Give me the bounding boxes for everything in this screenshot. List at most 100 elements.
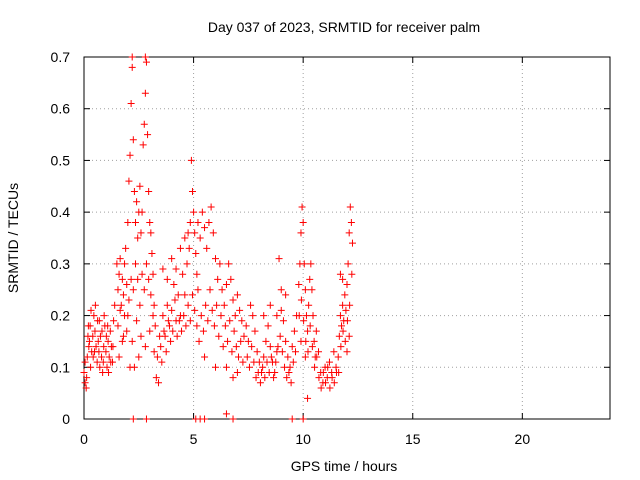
data-point [105,368,113,376]
data-point [222,363,230,371]
data-point [346,203,354,211]
data-point [265,368,273,376]
data-point [176,244,184,252]
data-point [228,348,236,356]
data-point [322,379,330,387]
data-point [295,281,303,289]
data-point [288,415,296,423]
data-point [115,270,123,278]
data-point [127,275,135,283]
data-point [125,177,133,185]
data-point [274,343,282,351]
data-point [95,348,103,356]
data-point [119,291,127,299]
data-point [215,332,223,340]
data-point [157,343,165,351]
x-tick-labels: 0 5 10 15 20 [80,431,530,447]
data-point [261,374,269,382]
data-point [219,343,227,351]
data-point [85,337,93,345]
data-point [259,363,267,371]
data-point [272,358,280,366]
data-point [124,312,132,320]
data-point [137,229,145,237]
data-point [128,53,136,61]
data-point [147,229,155,237]
data-point [171,296,179,304]
data-point [134,234,142,242]
data-point [134,275,142,283]
data-point [335,332,343,340]
data-point [300,260,308,268]
data-point [201,224,209,232]
data-point [150,301,158,309]
data-point [298,203,306,211]
data-point [308,286,316,294]
data-point [181,291,189,299]
data-point [140,120,148,128]
data-point [204,317,212,325]
data-point [299,218,307,226]
data-point [115,353,123,361]
data-point [345,332,353,340]
data-point [284,353,292,361]
data-point [184,229,192,237]
data-point [262,337,270,345]
data-point [164,317,172,325]
data-point [141,89,149,97]
data-point [224,337,232,345]
x-tick-label: 0 [80,431,88,447]
data-point [336,312,344,320]
data-point [207,203,215,211]
data-point [217,312,225,320]
data-point [306,322,314,330]
y-tick-label: 0.3 [51,256,71,272]
data-point [198,208,206,216]
data-point [188,187,196,195]
data-point [139,141,147,149]
data-point [344,260,352,268]
data-point [117,301,125,309]
data-point [87,306,95,314]
data-point [305,301,313,309]
data-point [191,306,199,314]
y-tick-label: 0.4 [51,204,71,220]
data-point [222,281,230,289]
data-point [213,301,221,309]
data-point [98,327,106,335]
data-point [206,286,214,294]
data-point [336,270,344,278]
data-point [250,358,258,366]
data-point [133,317,141,325]
data-point [249,312,257,320]
data-point [116,255,124,263]
data-point [144,131,152,139]
data-point [84,332,92,340]
data-point [338,322,346,330]
data-point [103,363,111,371]
plot-frame [83,56,611,420]
data-point [135,353,143,361]
data-point [93,358,101,366]
data-point [142,415,150,423]
data-point [83,353,91,361]
data-point [149,270,157,278]
data-point [277,306,285,314]
data-point [193,322,201,330]
data-point [129,286,137,294]
data-point [208,306,216,314]
data-point [173,332,181,340]
data-point [230,327,238,335]
data-point [212,255,219,263]
data-point [124,218,132,226]
data-point [105,353,113,361]
data-point [199,327,207,335]
data-point [180,312,188,320]
data-point [174,291,182,299]
data-point [96,332,104,340]
scatter-series-srmtid [80,53,356,423]
data-point [196,234,204,242]
data-point [126,151,134,159]
data-point [118,337,126,345]
data-point [233,291,241,299]
